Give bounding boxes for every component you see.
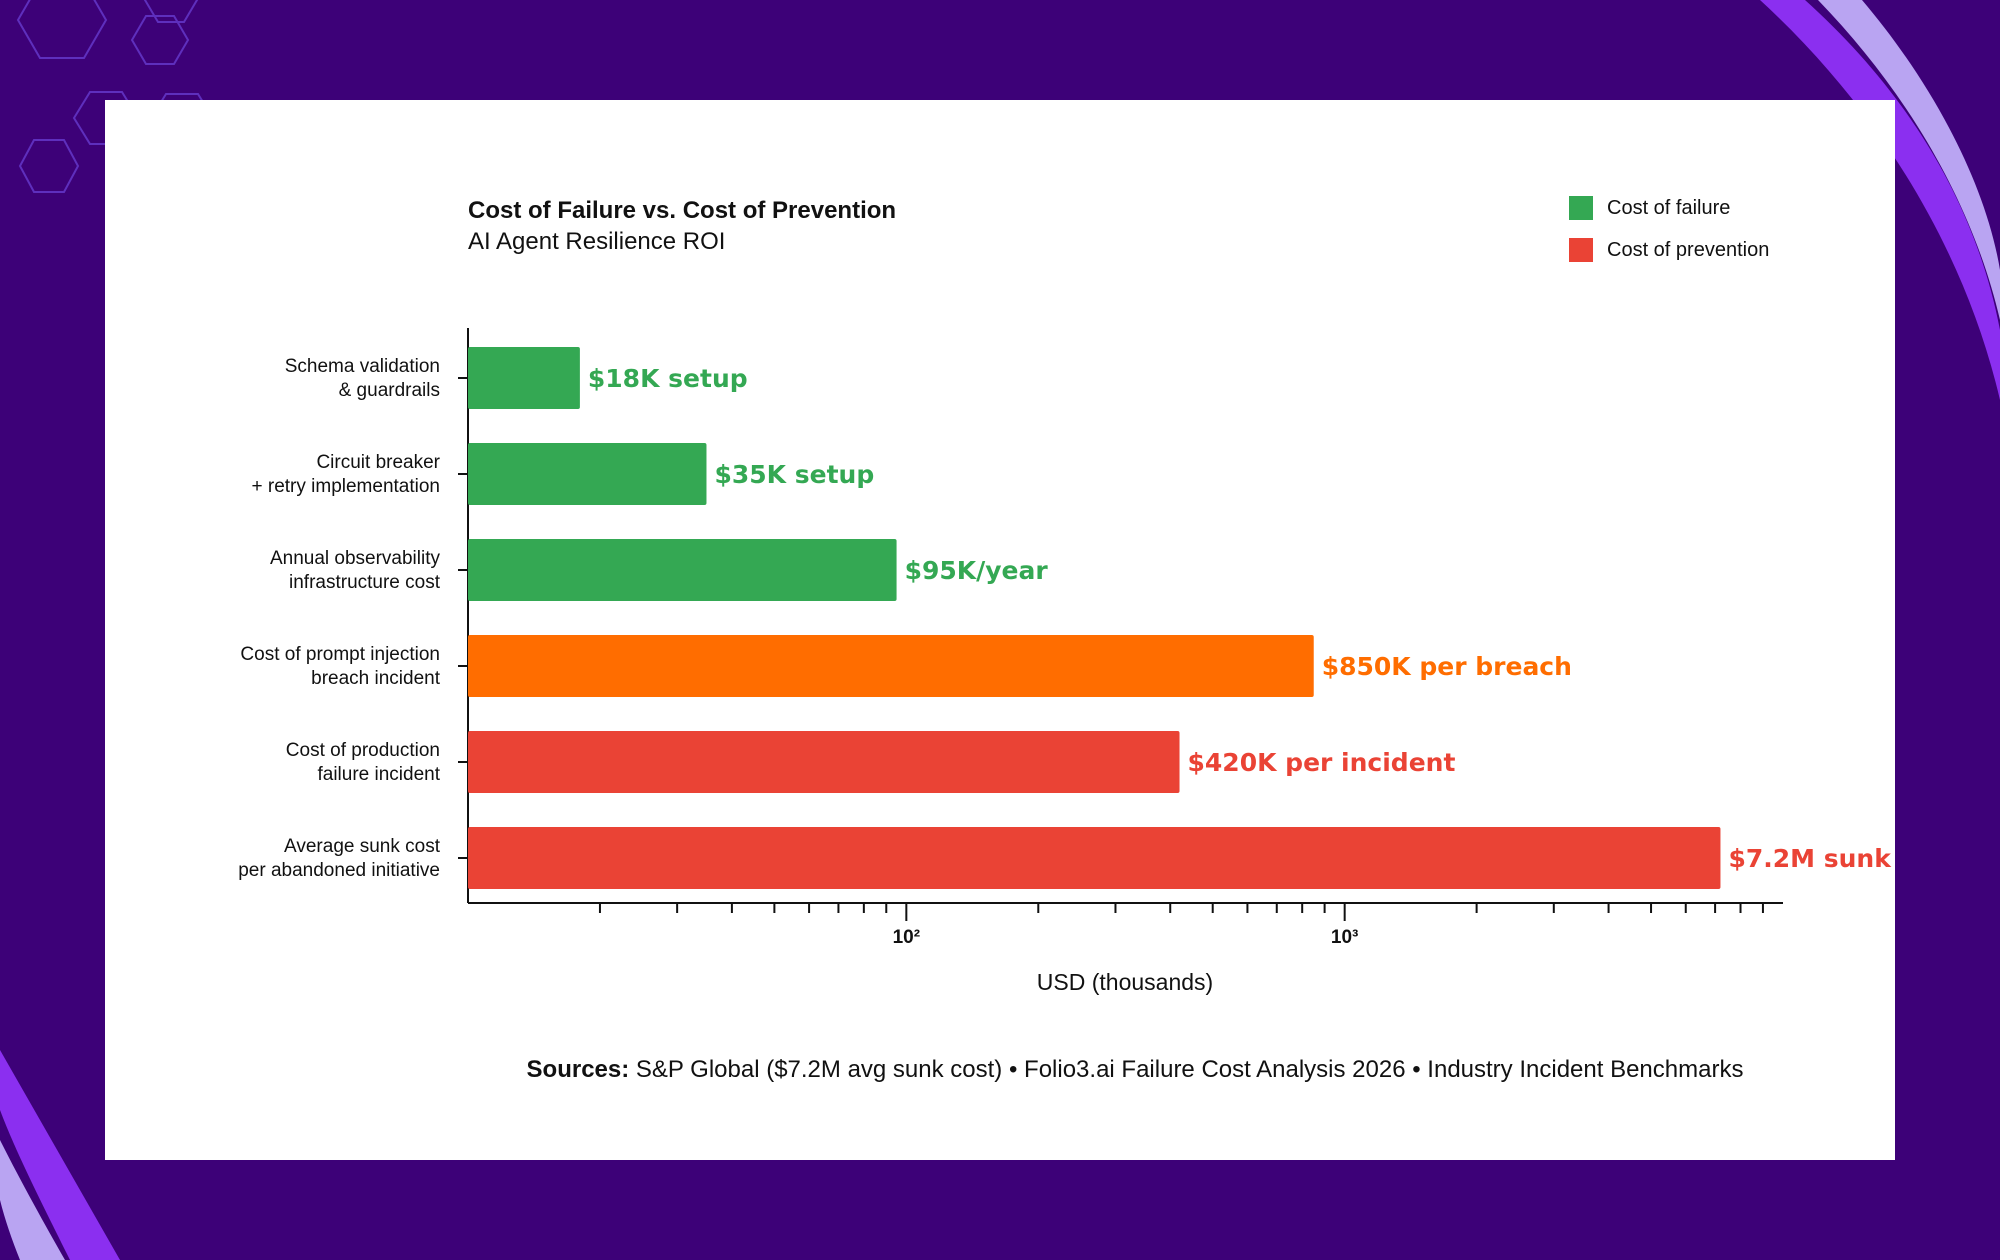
chart: Cost of Failure vs. Cost of Prevention A… xyxy=(238,196,1895,1083)
top-right-swoosh-light xyxy=(1818,0,2000,320)
category-label-line: infrastructure cost xyxy=(289,572,441,593)
bottom-left-swoosh-dark xyxy=(0,1050,120,1260)
category-label-line: Schema validation xyxy=(285,356,440,377)
x-axis-label: USD (thousands) xyxy=(1037,969,1213,995)
category-label: Annual observability infrastructure cost xyxy=(270,548,441,593)
chart-title: Cost of Failure vs. Cost of Prevention xyxy=(468,197,896,224)
legend-label-failure: Cost of failure xyxy=(1607,197,1730,219)
chart-subtitle: AI Agent Resilience ROI xyxy=(468,228,725,255)
category-label-line: & guardrails xyxy=(339,380,440,401)
legend-swatch-prevention xyxy=(1569,238,1593,262)
category-label-line: + retry implementation xyxy=(252,476,441,497)
category-label: Average sunk cost per abandoned initiativ… xyxy=(238,836,440,881)
category-label-line: per abandoned initiative xyxy=(238,860,440,881)
bar-value-label: $420K per incident xyxy=(1188,748,1456,777)
legend-label-prevention: Cost of prevention xyxy=(1607,239,1769,261)
bar xyxy=(468,539,897,601)
sources-line: Sources: S&P Global ($7.2M avg sunk cost… xyxy=(527,1056,1744,1083)
category-label-line: breach incident xyxy=(311,668,441,689)
bar-value-label: $850K per breach xyxy=(1322,652,1572,681)
plot-area: 10² 10³ $18K setup Schema validation & guard… xyxy=(238,328,1895,948)
category-label: Cost of prompt injection breach incident xyxy=(240,644,440,689)
sources-text: S&P Global ($7.2M avg sunk cost) • Folio… xyxy=(629,1056,1743,1083)
bottom-left-swoosh-light xyxy=(0,1140,65,1260)
category-label-line: Cost of prompt injection xyxy=(240,644,440,665)
sources-heading: Sources: xyxy=(527,1056,630,1083)
x-tick-label: 10² xyxy=(893,927,920,948)
top-right-swoosh-dark xyxy=(1760,0,2000,400)
category-label-line: Average sunk cost xyxy=(284,836,441,857)
x-tick-label: 10³ xyxy=(1331,927,1358,948)
category-label: Circuit breaker + retry implementation xyxy=(252,452,441,497)
bar xyxy=(468,347,580,409)
bar-value-label: $7.2M sunk cost xyxy=(1728,844,1895,873)
category-label-line: failure incident xyxy=(317,764,440,785)
chart-card: Cost of Failure vs. Cost of Prevention A… xyxy=(105,100,1895,1160)
category-label: Schema validation & guardrails xyxy=(285,356,440,401)
bar xyxy=(468,827,1721,889)
category-label-line: Cost of production xyxy=(286,740,440,761)
bar xyxy=(468,443,707,505)
bar xyxy=(468,731,1180,793)
category-label: Cost of production failure incident xyxy=(286,740,441,785)
bar-value-label: $35K setup xyxy=(714,460,874,489)
bar-value-label: $18K setup xyxy=(588,364,748,393)
category-label-line: Annual observability xyxy=(270,548,441,569)
legend: Cost of failure Cost of prevention xyxy=(1569,196,1769,262)
bar xyxy=(468,635,1314,697)
category-label-line: Circuit breaker xyxy=(316,452,440,473)
bar-value-label: $95K/year xyxy=(905,556,1049,585)
legend-swatch-failure xyxy=(1569,196,1593,220)
